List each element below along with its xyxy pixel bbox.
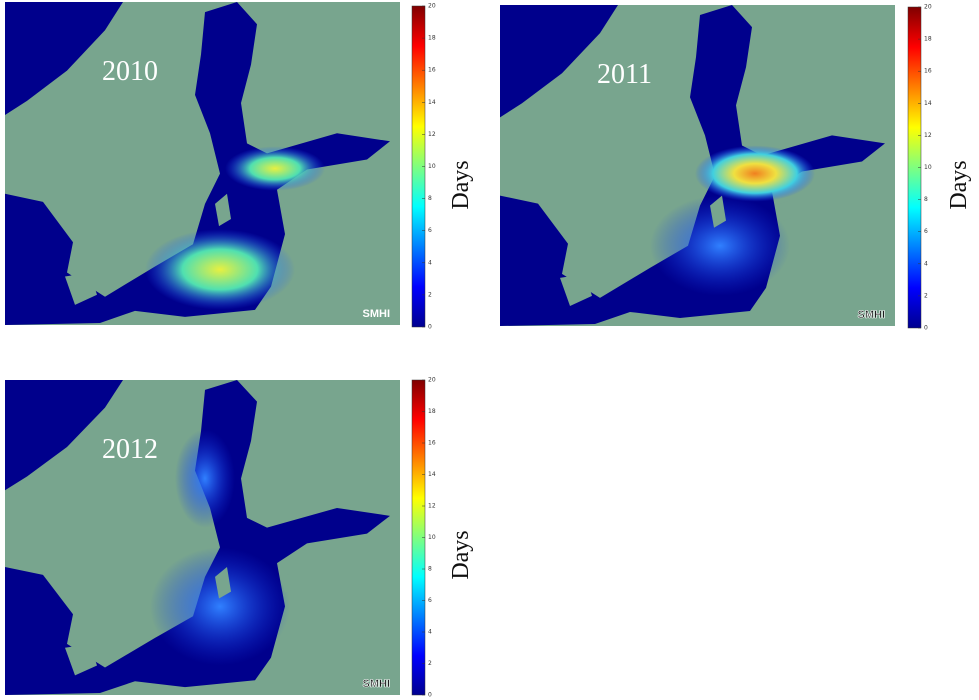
colorbar-tick-label: 0 — [428, 692, 432, 699]
colorbar-tick-label: 0 — [428, 324, 432, 331]
colorbar-label: Days — [448, 530, 474, 579]
colorbar-tick-label: 8 — [428, 566, 432, 573]
colorbar-tick-label: 2 — [428, 660, 432, 667]
year-label: 2012 — [102, 434, 158, 465]
colorbar-tick-label: 14 — [428, 471, 436, 478]
colorbar-tick-label: 4 — [428, 629, 432, 636]
colorbar-tick-label: 10 — [924, 164, 932, 171]
colorbar-tick-label: 4 — [924, 260, 928, 267]
colorbar-tick-label: 14 — [428, 99, 436, 106]
ice-hotspot — [145, 229, 295, 310]
colorbar-tick-label: 8 — [428, 195, 432, 202]
watermark: SMHI — [858, 309, 886, 321]
colorbar-label: Days — [946, 160, 972, 209]
colorbar-tick-label: 6 — [428, 227, 432, 234]
colorbar-tick-label: 18 — [428, 408, 436, 415]
colorbar-label: Days — [448, 160, 474, 209]
colorbar-tick-label: 20 — [428, 3, 436, 10]
colorbar-tick-label: 10 — [428, 534, 436, 541]
colorbar-tick-label: 10 — [428, 163, 436, 170]
colorbar-tick-label: 2 — [428, 291, 432, 298]
colorbar-tick-label: 18 — [428, 35, 436, 42]
colorbar-tick-label: 14 — [924, 100, 932, 107]
colorbar-tick-label: 8 — [924, 196, 928, 203]
year-label: 2010 — [102, 56, 158, 87]
watermark: SMHI — [363, 308, 391, 320]
map-panel: 2010 SMHI — [5, 2, 400, 325]
map-panel: 2011 SMHI — [500, 5, 895, 326]
colorbar-tick-label: 4 — [428, 259, 432, 266]
colorbar-tick-label: 20 — [428, 377, 436, 384]
colorbar-tick-label: 2 — [924, 292, 928, 299]
colorbar-tick-label: 16 — [428, 440, 436, 447]
colorbar-tick-label: 12 — [428, 503, 436, 510]
ice-hotspot — [175, 429, 235, 527]
colorbar-tick-label: 16 — [924, 68, 932, 75]
colorbar-tick-label: 6 — [428, 597, 432, 604]
watermark: SMHI — [363, 678, 391, 690]
ice-hotspot — [225, 146, 325, 190]
colorbar-tick-label: 16 — [428, 67, 436, 74]
map-panel: 2012 SMHI — [5, 380, 400, 695]
colorbar-tick-label: 18 — [924, 36, 932, 43]
ice-hotspot — [695, 145, 815, 201]
colorbar-tick-label: 12 — [428, 131, 436, 138]
colorbar-tick-label: 20 — [924, 4, 932, 11]
colorbar-tick-label: 0 — [924, 325, 928, 332]
year-label: 2011 — [597, 59, 652, 90]
figure: 2010SMHI02468101214161820Days2011SMHI024… — [0, 0, 979, 700]
ice-hotspot — [150, 547, 290, 665]
colorbar-tick-label: 12 — [924, 132, 932, 139]
colorbar-tick-label: 6 — [924, 228, 928, 235]
